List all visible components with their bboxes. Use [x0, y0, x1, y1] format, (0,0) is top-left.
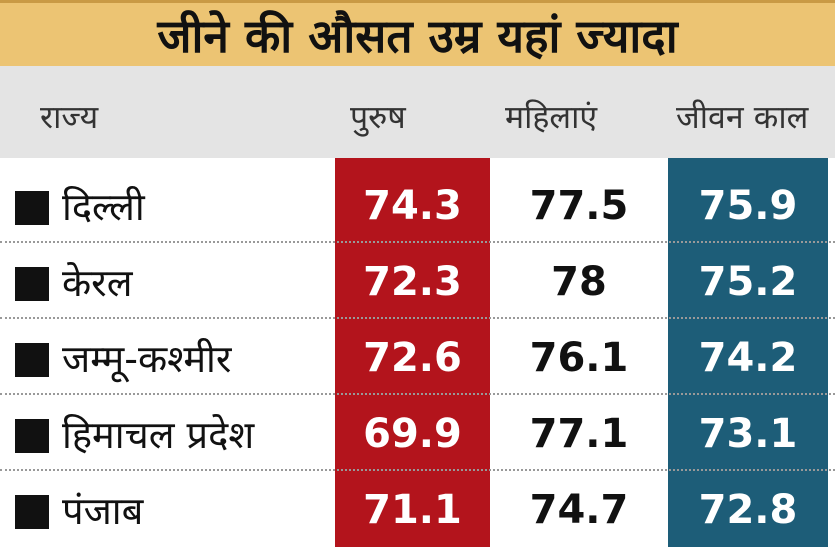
column-header: पुरुष	[350, 98, 406, 136]
value-cell: 72.8	[698, 487, 798, 533]
state-name: केरल	[62, 261, 133, 305]
value-cell: 78	[551, 259, 607, 305]
value-cell: 75.9	[698, 183, 798, 229]
row-separator	[0, 317, 835, 319]
header-row	[0, 66, 835, 158]
value-cell: 72.3	[363, 259, 462, 305]
value-cell: 76.1	[529, 335, 629, 381]
value-cell: 74.2	[698, 335, 798, 381]
state-name: जम्मू-कश्मीर	[62, 337, 232, 381]
bullet	[15, 495, 49, 529]
value-cell: 72.6	[363, 335, 462, 381]
state-name: हिमाचल प्रदेश	[62, 413, 255, 457]
state-name: पंजाब	[62, 489, 144, 533]
row-separator	[0, 469, 835, 471]
column-header: महिलाएं	[505, 98, 598, 136]
value-cell: 75.2	[698, 259, 798, 305]
row-separator	[0, 393, 835, 395]
column-header: राज्य	[40, 98, 99, 136]
row-separator	[0, 241, 835, 243]
value-cell: 74.7	[529, 487, 629, 533]
life-column-bg	[668, 158, 828, 547]
value-cell: 74.3	[363, 183, 462, 229]
bullet	[15, 267, 49, 301]
value-cell: 73.1	[698, 411, 798, 457]
value-cell: 77.1	[529, 411, 629, 457]
value-cell: 69.9	[363, 411, 462, 457]
value-cell: 71.1	[363, 487, 462, 533]
column-header: जीवन काल	[676, 98, 809, 136]
bullet	[15, 419, 49, 453]
title: जीने की औसत उम्र यहां ज्यादा	[0, 0, 835, 66]
bullet	[15, 191, 49, 225]
men-column-bg	[335, 158, 490, 547]
bullet	[15, 343, 49, 377]
value-cell: 77.5	[529, 183, 629, 229]
state-name: दिल्ली	[62, 185, 145, 229]
